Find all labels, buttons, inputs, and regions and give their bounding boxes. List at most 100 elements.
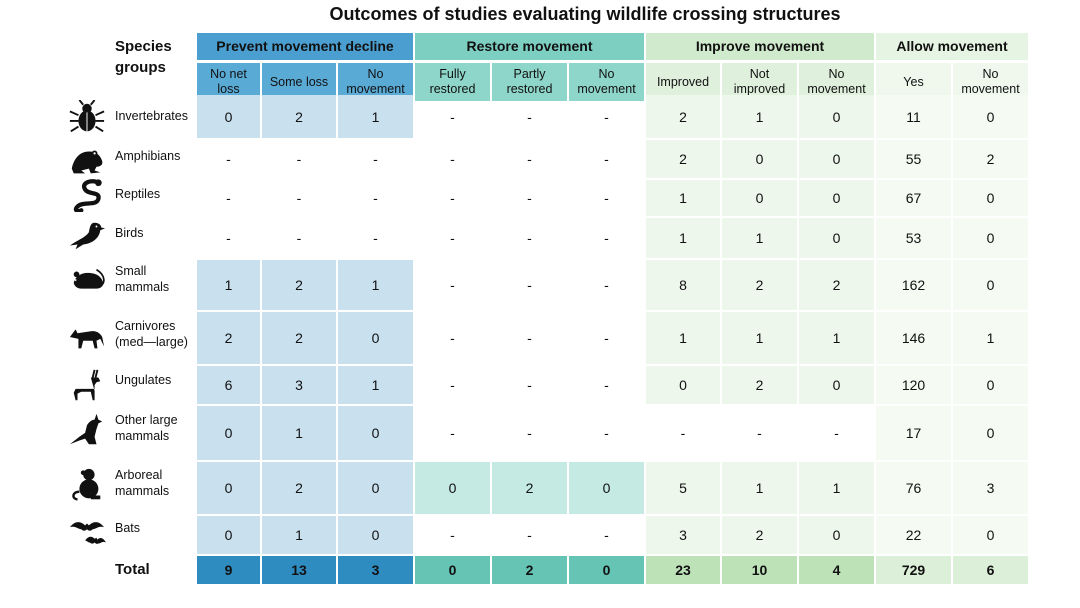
table-cell: - <box>226 190 231 206</box>
total-cell: 0 <box>569 556 644 584</box>
table-cell: - <box>296 190 302 206</box>
table-cell: 0 <box>338 312 413 364</box>
insect-icon <box>68 99 106 134</box>
row-label: Ungulates <box>115 373 172 387</box>
table-cell: 0 <box>415 462 490 514</box>
table-cell: 53 <box>876 218 951 258</box>
total-cell: 3 <box>338 556 413 584</box>
table-cell: 0 <box>799 218 874 258</box>
table-cell: - <box>604 108 609 125</box>
table-cell: - <box>604 151 609 167</box>
table-cell: 1 <box>197 260 260 310</box>
column-header: Some loss <box>262 63 336 101</box>
table-cell: 0 <box>953 260 1028 310</box>
table-cell: - <box>834 425 839 441</box>
table-cell: 2 <box>262 95 336 138</box>
table-cell: 0 <box>953 180 1028 216</box>
table-cell: - <box>604 527 609 543</box>
column-header: No movement <box>569 63 644 101</box>
table-cell: 0 <box>799 95 874 138</box>
table-cell: 22 <box>876 516 951 554</box>
table-cell: - <box>527 330 532 346</box>
total-row-label: Total <box>115 561 150 578</box>
table-cell: 1 <box>262 406 336 460</box>
frog-icon <box>68 142 106 176</box>
total-cell: 6 <box>953 556 1028 584</box>
rodent-icon <box>68 262 106 296</box>
table-cell: 162 <box>876 260 951 310</box>
table-cell: 55 <box>876 140 951 178</box>
table-cell: - <box>450 330 455 346</box>
table-cell: 8 <box>646 260 720 310</box>
table-cell: 0 <box>338 516 413 554</box>
table-cell: - <box>527 425 532 441</box>
table-cell: 1 <box>338 260 413 310</box>
column-header: Partly restored <box>492 63 567 101</box>
table-cell: 0 <box>197 462 260 514</box>
column-header: No net loss <box>197 63 260 101</box>
table-cell: 1 <box>338 95 413 138</box>
total-cell: 4 <box>799 556 874 584</box>
table-cell: 120 <box>876 366 951 404</box>
table-cell: 1 <box>799 462 874 514</box>
row-label: Carnivores (med—large) <box>115 319 188 349</box>
table-cell: - <box>604 377 609 393</box>
row-label: Amphibians <box>115 149 181 163</box>
table-cell: - <box>450 527 455 543</box>
monkey-icon <box>68 467 106 501</box>
species-groups-header: Species groups <box>115 38 172 76</box>
table-cell: - <box>604 425 609 441</box>
table-cell: 3 <box>953 462 1028 514</box>
table-cell: 2 <box>262 260 336 310</box>
table-cell: 1 <box>722 218 797 258</box>
table-cell: 1 <box>953 312 1028 364</box>
table-cell: - <box>450 277 455 293</box>
fox-icon <box>68 318 106 352</box>
table-cell: - <box>450 190 455 206</box>
table-cell: 3 <box>262 366 336 404</box>
column-header: No movement <box>338 63 413 101</box>
table-cell: - <box>527 151 532 167</box>
table-cell: 0 <box>569 462 644 514</box>
table-cell: 1 <box>646 180 720 216</box>
table-cell: 0 <box>722 180 797 216</box>
table-cell: 0 <box>197 406 260 460</box>
table-cell: 1 <box>722 462 797 514</box>
table-cell: 0 <box>953 406 1028 460</box>
table-cell: - <box>604 330 609 346</box>
table-cell: - <box>226 230 231 246</box>
table-cell: - <box>296 151 302 167</box>
column-header: Yes <box>876 63 951 101</box>
table-cell: 2 <box>262 462 336 514</box>
column-group-header: Restore movement <box>415 33 644 60</box>
table-cell: - <box>450 425 455 441</box>
table-cell: 67 <box>876 180 951 216</box>
table-cell: 0 <box>646 366 720 404</box>
table-cell: - <box>527 108 532 125</box>
table-cell: 5 <box>646 462 720 514</box>
table-cell: 0 <box>953 516 1028 554</box>
table-cell: 1 <box>338 366 413 404</box>
column-header: No movement <box>953 63 1028 101</box>
kangaroo-icon <box>68 412 106 446</box>
table-cell: - <box>226 151 231 167</box>
table-cell: - <box>296 230 302 246</box>
table-cell: 0 <box>799 516 874 554</box>
table-cell: - <box>527 190 532 206</box>
table-cell: 2 <box>646 95 720 138</box>
chart-title: Outcomes of studies evaluating wildlife … <box>329 4 841 24</box>
table-cell: 0 <box>197 95 260 138</box>
row-label: Birds <box>115 226 144 240</box>
table-cell: 2 <box>646 140 720 178</box>
table-cell: 1 <box>722 95 797 138</box>
table-cell: 0 <box>722 140 797 178</box>
total-cell: 23 <box>646 556 720 584</box>
total-cell: 10 <box>722 556 797 584</box>
table-cell: 0 <box>338 406 413 460</box>
table-cell: - <box>373 230 378 246</box>
total-cell: 729 <box>876 556 951 584</box>
table-cell: 2 <box>262 312 336 364</box>
column-header: Fully restored <box>415 63 490 101</box>
table-cell: 6 <box>197 366 260 404</box>
total-cell: 9 <box>197 556 260 584</box>
